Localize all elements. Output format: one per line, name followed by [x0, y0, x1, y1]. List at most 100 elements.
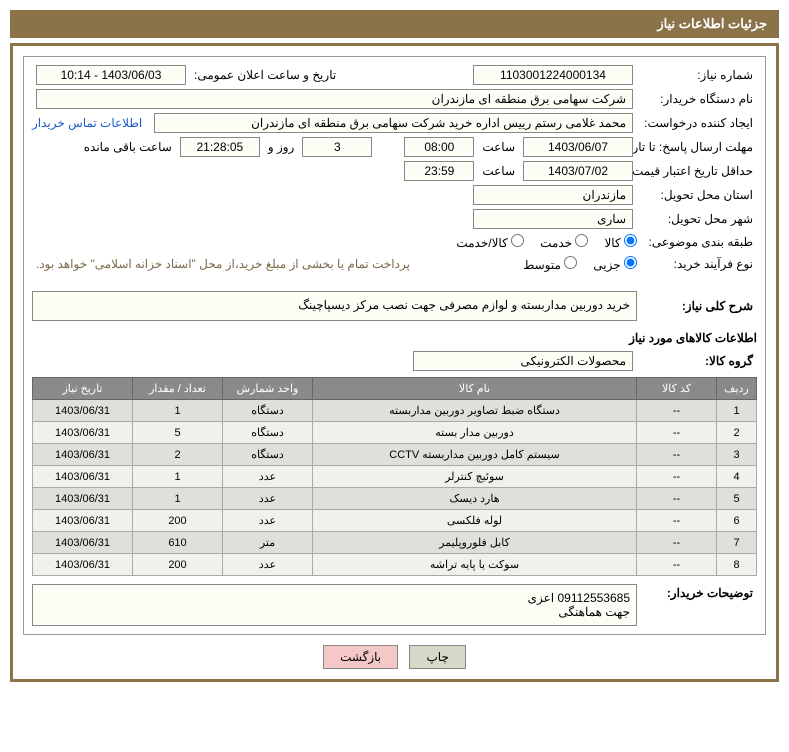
radio-both-label[interactable]: کالا/خدمت: [456, 234, 524, 250]
table-cell: --: [637, 532, 717, 554]
text-service: خدمت: [540, 236, 572, 250]
table-cell: دستگاه: [223, 400, 313, 422]
table-cell: 3: [717, 444, 757, 466]
radio-small[interactable]: [624, 256, 637, 269]
table-cell: دستگاه ضبط تصاویر دوربین مداربسته: [313, 400, 637, 422]
table-cell: --: [637, 444, 717, 466]
table-cell: --: [637, 466, 717, 488]
table-cell: --: [637, 554, 717, 576]
table-cell: 1: [133, 466, 223, 488]
label-buyer-org: نام دستگاه خریدار:: [637, 90, 757, 108]
radio-medium-label[interactable]: متوسط: [523, 256, 577, 272]
radio-medium[interactable]: [564, 256, 577, 269]
table-cell: 1403/06/31: [33, 532, 133, 554]
col-header: نام کالا: [313, 378, 637, 400]
label-remaining: ساعت باقی مانده: [80, 138, 176, 156]
field-need-no: 1103001224000134: [473, 65, 633, 85]
table-cell: 200: [133, 510, 223, 532]
table-cell: --: [637, 510, 717, 532]
col-header: تعداد / مقدار: [133, 378, 223, 400]
table-row: 2--دوربین مدار بستهدستگاه51403/06/31: [33, 422, 757, 444]
main-container: شماره نیاز: 1103001224000134 تاریخ و ساع…: [10, 43, 779, 682]
text-both: کالا/خدمت: [456, 236, 507, 250]
col-header: ردیف: [717, 378, 757, 400]
table-cell: متر: [223, 532, 313, 554]
table-cell: سیستم کامل دوربین مداربسته CCTV: [313, 444, 637, 466]
table-cell: عدد: [223, 488, 313, 510]
field-requester: محمد غلامی رستم رییس اداره خرید شرکت سها…: [154, 113, 633, 133]
table-cell: 5: [133, 422, 223, 444]
radio-goods-label[interactable]: کالا: [604, 234, 637, 250]
table-cell: 1403/06/31: [33, 488, 133, 510]
text-medium: متوسط: [523, 258, 561, 272]
table-cell: عدد: [223, 510, 313, 532]
table-row: 4--سوئیچ کنترلرعدد11403/06/31: [33, 466, 757, 488]
radio-small-label[interactable]: جزیی: [593, 256, 637, 272]
back-button[interactable]: بازگشت: [323, 645, 398, 669]
table-cell: لوله فلکسی: [313, 510, 637, 532]
table-cell: 610: [133, 532, 223, 554]
print-button[interactable]: چاپ: [409, 645, 465, 669]
payment-note: پرداخت تمام یا بخشی از مبلغ خرید،از محل …: [32, 255, 414, 273]
field-goods-group: محصولات الکترونیکی: [413, 351, 633, 371]
field-announce: 1403/06/03 - 10:14: [36, 65, 186, 85]
table-cell: 1403/06/31: [33, 422, 133, 444]
label-validity: حداقل تاریخ اعتبار قیمت: تا تاریخ:: [637, 162, 757, 180]
table-row: 8--سوکت یا پایه تراشهعدد2001403/06/31: [33, 554, 757, 576]
table-cell: 1403/06/31: [33, 554, 133, 576]
field-deadline-time: 08:00: [404, 137, 474, 157]
label-requester: ایجاد کننده درخواست:: [637, 114, 757, 132]
table-cell: 7: [717, 532, 757, 554]
table-row: 7--کابل فلوروپلیمرمتر6101403/06/31: [33, 532, 757, 554]
table-cell: 1: [133, 400, 223, 422]
label-days-and: روز و: [264, 138, 299, 156]
field-deadline-days: 3: [302, 137, 372, 157]
table-cell: هارد دیسک: [313, 488, 637, 510]
table-cell: 2: [717, 422, 757, 444]
col-header: واحد شمارش: [223, 378, 313, 400]
items-table: ردیفکد کالانام کالاواحد شمارشتعداد / مقد…: [32, 377, 757, 576]
field-province: مازندران: [473, 185, 633, 205]
table-row: 1--دستگاه ضبط تصاویر دوربین مداربستهدستگ…: [33, 400, 757, 422]
col-header: تاریخ نیاز: [33, 378, 133, 400]
label-province: استان محل تحویل:: [637, 186, 757, 204]
radio-service[interactable]: [575, 234, 588, 247]
table-cell: 1403/06/31: [33, 466, 133, 488]
field-general-desc: خرید دوربین مداربسته و لوازم مصرفی جهت ن…: [32, 291, 637, 321]
field-validity-time: 23:59: [404, 161, 474, 181]
radio-goods[interactable]: [624, 234, 637, 247]
field-validity-date: 1403/07/02: [523, 161, 633, 181]
table-body: 1--دستگاه ضبط تصاویر دوربین مداربستهدستگ…: [33, 400, 757, 576]
table-cell: دستگاه: [223, 422, 313, 444]
label-city: شهر محل تحویل:: [637, 210, 757, 228]
label-time-2: ساعت: [478, 162, 519, 180]
field-deadline-date: 1403/06/07: [523, 137, 633, 157]
text-small: جزیی: [593, 258, 620, 272]
table-cell: --: [637, 400, 717, 422]
table-cell: 2: [133, 444, 223, 466]
table-cell: کابل فلوروپلیمر: [313, 532, 637, 554]
table-cell: 5: [717, 488, 757, 510]
radio-service-label[interactable]: خدمت: [540, 234, 588, 250]
table-row: 5--هارد دیسکعدد11403/06/31: [33, 488, 757, 510]
inner-panel: شماره نیاز: 1103001224000134 تاریخ و ساع…: [23, 56, 766, 635]
table-cell: 200: [133, 554, 223, 576]
table-cell: عدد: [223, 554, 313, 576]
table-cell: 8: [717, 554, 757, 576]
field-buyer-notes: 09112553685 اعزیجهت هماهنگی: [32, 584, 637, 626]
label-buyer-notes: توضیحات خریدار:: [637, 584, 757, 602]
label-announce: تاریخ و ساعت اعلان عمومی:: [190, 66, 340, 84]
link-buyer-contact[interactable]: اطلاعات تماس خریدار: [32, 116, 142, 130]
table-cell: سوکت یا پایه تراشه: [313, 554, 637, 576]
label-goods-group: گروه کالا:: [637, 352, 757, 370]
table-row: 6--لوله فلکسیعدد2001403/06/31: [33, 510, 757, 532]
table-cell: سوئیچ کنترلر: [313, 466, 637, 488]
table-cell: --: [637, 488, 717, 510]
label-need-no: شماره نیاز:: [637, 66, 757, 84]
radio-both[interactable]: [511, 234, 524, 247]
table-cell: 1: [717, 400, 757, 422]
table-cell: 1403/06/31: [33, 510, 133, 532]
table-cell: 1403/06/31: [33, 400, 133, 422]
table-cell: 1: [133, 488, 223, 510]
table-cell: دوربین مدار بسته: [313, 422, 637, 444]
